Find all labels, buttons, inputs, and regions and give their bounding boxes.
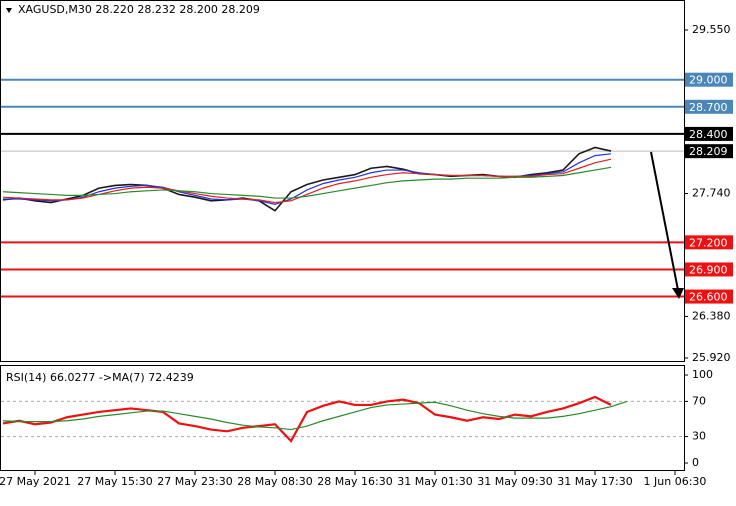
x-tick-label: 31 May 17:30 xyxy=(557,475,632,488)
rsi-panel xyxy=(0,365,685,471)
x-tick-label: 27 May 15:30 xyxy=(77,475,152,488)
level-tag xyxy=(685,235,733,250)
level-label: 27.200 xyxy=(689,236,728,249)
series-line xyxy=(2,395,612,443)
level-tag xyxy=(685,262,733,277)
x-tick-label: 28 May 16:30 xyxy=(317,475,392,488)
y-tick-label: 27.740 xyxy=(692,187,731,200)
x-tick-label: 27 May 2021 xyxy=(0,475,71,488)
level-tag xyxy=(685,72,733,87)
level-label: 28.209 xyxy=(689,145,728,158)
level-label: 29.000 xyxy=(689,74,728,87)
level-label: 26.600 xyxy=(689,291,728,304)
level-label: 28.400 xyxy=(689,128,728,141)
y-tick-label: 26.380 xyxy=(692,309,731,322)
y-tick-label: 100 xyxy=(692,368,713,381)
series-line xyxy=(2,400,628,431)
level-label: 26.900 xyxy=(689,263,728,276)
forecast-arrow xyxy=(650,151,679,291)
level-tag xyxy=(685,144,733,159)
chart-title: XAGUSD,M30 28.220 28.232 28.200 28.209 xyxy=(18,3,260,16)
series-line xyxy=(2,158,612,204)
x-tick-label: 28 May 08:30 xyxy=(237,475,312,488)
level-tag xyxy=(685,99,733,114)
menu-arrow xyxy=(6,8,12,13)
level-label: 28.700 xyxy=(689,101,728,114)
series-line xyxy=(2,166,612,199)
arrow-head xyxy=(672,288,684,299)
y-tick-label: 0 xyxy=(692,456,699,469)
y-tick-label: 70 xyxy=(692,394,706,407)
y-tick-label: 29.550 xyxy=(692,23,731,36)
rsi-title: RSI(14) 66.0277 ->MA(7) 72.4239 xyxy=(6,371,194,384)
y-tick-label: 25.920 xyxy=(692,351,731,364)
x-tick-label: 1 Jun 06:30 xyxy=(644,475,707,488)
level-tag xyxy=(685,289,733,304)
price-panel xyxy=(0,0,685,362)
x-tick-label: 31 May 01:30 xyxy=(397,475,472,488)
x-tick-label: 27 May 23:30 xyxy=(157,475,232,488)
x-tick-label: 31 May 09:30 xyxy=(477,475,552,488)
y-tick-label: 30 xyxy=(692,430,706,443)
series-line xyxy=(2,146,612,212)
level-tag xyxy=(685,126,733,141)
